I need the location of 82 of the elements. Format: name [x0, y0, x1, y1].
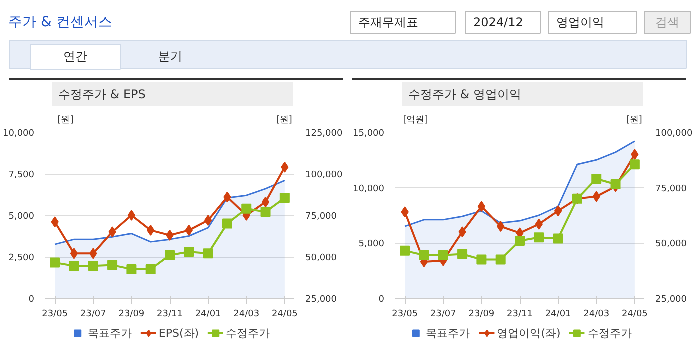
point	[478, 201, 486, 212]
y-axis-title: [원]	[58, 116, 74, 126]
point	[88, 261, 98, 272]
legend-label: 목표주가	[88, 326, 132, 340]
legend-label: EPS(좌)	[158, 326, 200, 340]
y-tick-label: 10,000	[353, 184, 385, 194]
y-tick-label: 0	[378, 295, 385, 305]
x-tick-label: 24/05	[272, 310, 298, 320]
x-tick-label: 24/05	[622, 310, 648, 320]
text: 주가 & 컨센서스	[8, 14, 112, 30]
y-axis-title: [억원]	[403, 116, 428, 126]
x-tick-label: 24/03	[584, 310, 610, 320]
x-tick-label: 24/01	[545, 310, 572, 320]
x-tick-label: 24/03	[234, 310, 260, 320]
point	[126, 264, 137, 274]
point	[242, 204, 252, 214]
text: 2024/12	[474, 16, 524, 30]
text: 영업이익	[556, 16, 604, 30]
y2-axis-title: [원]	[626, 116, 642, 126]
point	[222, 218, 232, 229]
y-tick-label: 2,500	[8, 254, 35, 264]
point	[400, 246, 410, 256]
point	[203, 248, 214, 259]
y2-tick-label: 125,000	[306, 129, 343, 139]
text: 주재무제표	[358, 16, 418, 30]
text: 연간	[64, 50, 88, 64]
point	[534, 232, 544, 243]
x-tick-label: 23/05	[42, 310, 68, 320]
chart-title: 수정주가 & EPS	[58, 88, 146, 102]
point	[204, 214, 212, 226]
y2-tick-label: 75,000	[656, 184, 688, 194]
point	[592, 174, 602, 184]
point	[146, 264, 156, 274]
point	[438, 250, 448, 260]
point	[50, 258, 60, 268]
legend-label: 수정주가	[226, 326, 270, 340]
point	[419, 250, 430, 260]
point	[165, 250, 175, 260]
point	[108, 260, 118, 270]
y2-axis-title: [원]	[276, 116, 292, 126]
x-tick-label: 23/05	[392, 310, 418, 320]
y2-tick-label: 50,000	[306, 254, 338, 264]
point	[554, 206, 562, 217]
point	[70, 248, 78, 260]
text: 검색	[656, 16, 680, 30]
y-tick-label: 5,000	[358, 240, 385, 250]
y2-tick-label: 100,000	[306, 170, 343, 180]
y2-tick-label: 75,000	[306, 212, 338, 222]
point	[496, 254, 506, 265]
y2-tick-label: 25,000	[306, 295, 338, 305]
legend-label: 수정주가	[588, 326, 632, 340]
point	[184, 247, 194, 258]
x-tick-label: 23/09	[118, 310, 145, 320]
point	[515, 236, 525, 246]
x-tick-label: 23/09	[468, 310, 495, 320]
x-tick-label: 23/11	[157, 310, 183, 320]
legend-label: 영업이익(좌)	[497, 326, 561, 340]
text: 분기	[158, 50, 182, 64]
point	[553, 234, 564, 244]
point	[128, 210, 136, 221]
point	[69, 261, 80, 272]
point	[458, 249, 468, 260]
legend-label: 목표주가	[426, 326, 470, 340]
x-tick-label: 23/11	[507, 310, 533, 320]
y2-tick-label: 25,000	[656, 295, 688, 305]
y2-tick-label: 50,000	[656, 240, 688, 250]
x-tick-label: 23/07	[80, 310, 106, 320]
point	[630, 160, 640, 170]
y-tick-label: 5,000	[8, 212, 35, 222]
y-tick-label: 7,500	[8, 170, 35, 180]
x-tick-label: 23/07	[430, 310, 456, 320]
point	[262, 196, 270, 208]
point	[280, 193, 290, 204]
y-tick-label: 15,000	[353, 129, 385, 139]
point	[476, 254, 487, 265]
y2-tick-label: 100,000	[656, 129, 693, 139]
point	[610, 180, 621, 190]
chart-title: 수정주가 & 영업이익	[408, 88, 522, 102]
y-tick-label: 0	[28, 295, 35, 305]
x-tick-label: 24/01	[195, 310, 222, 320]
point	[260, 207, 271, 218]
y-tick-label: 10,000	[3, 129, 35, 139]
